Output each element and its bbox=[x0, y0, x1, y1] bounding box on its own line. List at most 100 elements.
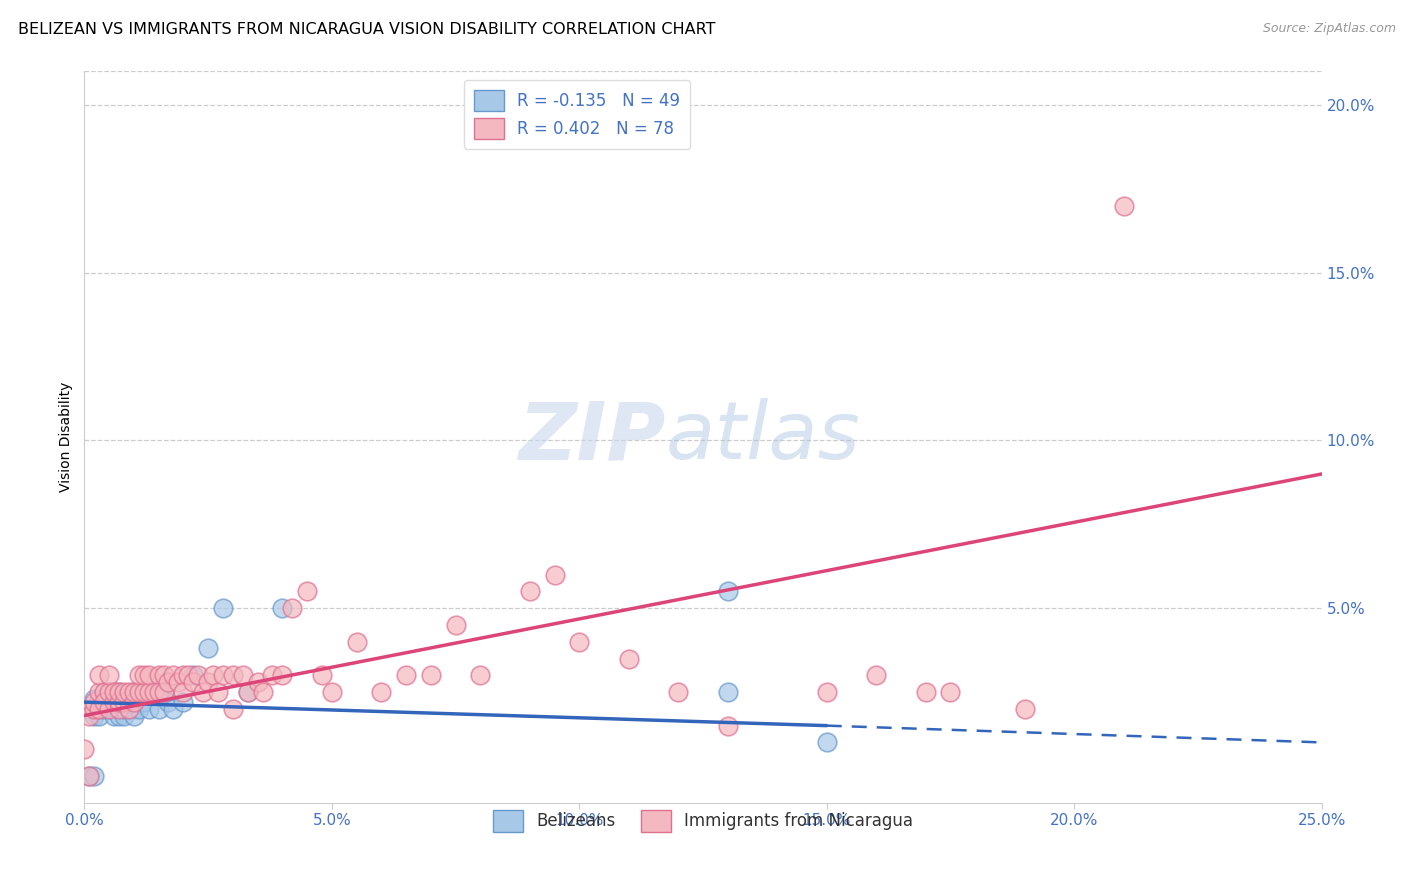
Point bbox=[148, 668, 170, 682]
Point bbox=[93, 685, 115, 699]
Point bbox=[172, 695, 194, 709]
Point bbox=[187, 668, 209, 682]
Point bbox=[112, 702, 135, 716]
Point bbox=[152, 668, 174, 682]
Point bbox=[79, 769, 101, 783]
Point bbox=[83, 695, 105, 709]
Point bbox=[132, 668, 155, 682]
Point bbox=[138, 685, 160, 699]
Point bbox=[118, 695, 141, 709]
Point bbox=[346, 634, 368, 648]
Point bbox=[83, 702, 105, 716]
Point bbox=[108, 708, 131, 723]
Point bbox=[370, 685, 392, 699]
Point bbox=[271, 601, 294, 615]
Point bbox=[543, 567, 565, 582]
Point bbox=[914, 685, 936, 699]
Point bbox=[162, 702, 184, 716]
Point bbox=[83, 769, 105, 783]
Point bbox=[89, 668, 111, 682]
Point bbox=[98, 668, 121, 682]
Point bbox=[138, 668, 160, 682]
Point bbox=[568, 634, 591, 648]
Point bbox=[108, 702, 131, 716]
Point bbox=[98, 695, 121, 709]
Point bbox=[717, 718, 740, 732]
Point bbox=[83, 691, 105, 706]
Point bbox=[103, 685, 125, 699]
Point bbox=[98, 702, 121, 716]
Point bbox=[321, 685, 343, 699]
Text: ZIP: ZIP bbox=[519, 398, 666, 476]
Point bbox=[281, 601, 304, 615]
Point bbox=[666, 685, 689, 699]
Point bbox=[246, 675, 269, 690]
Point bbox=[815, 735, 838, 749]
Point bbox=[108, 695, 131, 709]
Point bbox=[519, 584, 541, 599]
Point bbox=[132, 685, 155, 699]
Point bbox=[717, 685, 740, 699]
Point bbox=[815, 685, 838, 699]
Point bbox=[177, 668, 200, 682]
Text: Source: ZipAtlas.com: Source: ZipAtlas.com bbox=[1263, 22, 1396, 36]
Point bbox=[103, 695, 125, 709]
Point bbox=[142, 685, 165, 699]
Point bbox=[1014, 702, 1036, 716]
Point bbox=[128, 702, 150, 716]
Point bbox=[89, 685, 111, 699]
Point bbox=[470, 668, 492, 682]
Text: BELIZEAN VS IMMIGRANTS FROM NICARAGUA VISION DISABILITY CORRELATION CHART: BELIZEAN VS IMMIGRANTS FROM NICARAGUA VI… bbox=[18, 22, 716, 37]
Point bbox=[295, 584, 318, 599]
Point bbox=[93, 695, 115, 709]
Point bbox=[73, 742, 96, 756]
Point bbox=[128, 685, 150, 699]
Point bbox=[197, 675, 219, 690]
Point bbox=[939, 685, 962, 699]
Point bbox=[222, 702, 245, 716]
Point bbox=[222, 668, 245, 682]
Point bbox=[271, 668, 294, 682]
Text: atlas: atlas bbox=[666, 398, 860, 476]
Point bbox=[142, 685, 165, 699]
Point bbox=[112, 685, 135, 699]
Point bbox=[79, 708, 101, 723]
Point bbox=[128, 695, 150, 709]
Point bbox=[181, 675, 204, 690]
Point bbox=[112, 695, 135, 709]
Point bbox=[167, 675, 190, 690]
Legend: Belizeans, Immigrants from Nicaragua: Belizeans, Immigrants from Nicaragua bbox=[486, 804, 920, 838]
Point bbox=[148, 702, 170, 716]
Point bbox=[212, 601, 235, 615]
Point bbox=[207, 685, 229, 699]
Y-axis label: Vision Disability: Vision Disability bbox=[59, 382, 73, 492]
Point bbox=[122, 702, 145, 716]
Point bbox=[1112, 198, 1135, 212]
Point bbox=[118, 702, 141, 716]
Point bbox=[103, 685, 125, 699]
Point bbox=[118, 702, 141, 716]
Point bbox=[89, 702, 111, 716]
Point bbox=[122, 695, 145, 709]
Point bbox=[128, 668, 150, 682]
Point bbox=[93, 685, 115, 699]
Point bbox=[181, 668, 204, 682]
Point bbox=[122, 695, 145, 709]
Point bbox=[157, 675, 180, 690]
Point bbox=[132, 685, 155, 699]
Point bbox=[132, 695, 155, 709]
Point bbox=[103, 702, 125, 716]
Point bbox=[93, 695, 115, 709]
Point bbox=[98, 685, 121, 699]
Point bbox=[172, 685, 194, 699]
Point bbox=[122, 708, 145, 723]
Point bbox=[98, 702, 121, 716]
Point bbox=[232, 668, 254, 682]
Point bbox=[262, 668, 284, 682]
Point bbox=[103, 695, 125, 709]
Point bbox=[108, 685, 131, 699]
Point bbox=[122, 685, 145, 699]
Point bbox=[865, 668, 887, 682]
Point bbox=[108, 685, 131, 699]
Point bbox=[172, 668, 194, 682]
